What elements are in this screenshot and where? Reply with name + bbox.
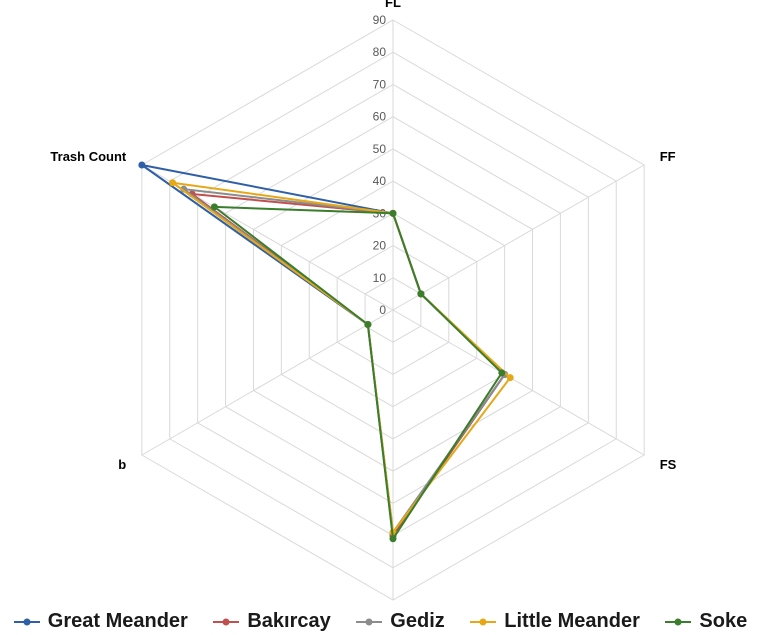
axis-label: FS (660, 457, 677, 472)
tick-label: 90 (373, 13, 387, 27)
data-point (417, 290, 425, 298)
radar-grid (141, 19, 645, 601)
tick-label: 40 (373, 174, 387, 188)
legend-label: Little Meander (504, 610, 640, 632)
axis-spoke (392, 309, 645, 456)
axis-label: Trash Count (50, 149, 127, 164)
legend-item: Bakırcay (211, 610, 331, 633)
axis-label: FF (660, 149, 676, 164)
data-point (138, 161, 146, 169)
axis-labels: FLFFFSRdbTrash Count (50, 0, 677, 472)
series-line (171, 181, 512, 534)
legend-label: Bakırcay (247, 610, 331, 632)
legend-item: Gediz (354, 610, 445, 633)
legend-label: Soke (699, 610, 748, 632)
tick-label: 70 (373, 77, 387, 91)
series-group (188, 190, 509, 540)
legend-label: Gediz (390, 610, 445, 632)
legend-marker-icon (665, 618, 692, 625)
tick-label: 80 (373, 45, 387, 59)
series-group (180, 185, 509, 536)
axis-label: b (118, 457, 126, 472)
legend-item: Great Meander (12, 610, 188, 633)
series-group (210, 203, 506, 543)
axis-spoke (141, 309, 394, 456)
data-point (498, 369, 506, 377)
series-line (191, 193, 506, 537)
series-line (182, 188, 506, 534)
legend-marker-icon (213, 618, 240, 625)
axis-label: FL (385, 0, 401, 10)
tick-label: 0 (379, 303, 386, 317)
legend: Great Meander Bakırcay Gediz Little Meander… (0, 608, 759, 635)
data-point (506, 374, 514, 382)
axis-spoke (392, 164, 645, 311)
legend-marker-icon (356, 618, 383, 625)
legend-item: Soke (663, 610, 747, 633)
series-group (169, 179, 514, 536)
legend-label: Great Meander (47, 610, 188, 632)
data-point (389, 535, 397, 543)
legend-item: Little Meander (468, 610, 640, 633)
legend-marker-icon (470, 618, 497, 625)
data-point (364, 321, 372, 328)
data-point (210, 203, 218, 211)
legend-marker-icon (13, 618, 40, 625)
data-point (389, 209, 397, 217)
tick-label: 10 (373, 271, 387, 285)
data-point (169, 179, 177, 187)
tick-label: 50 (373, 142, 387, 156)
tick-label: 20 (373, 239, 387, 253)
tick-label: 60 (373, 110, 387, 124)
data-series (138, 161, 514, 543)
